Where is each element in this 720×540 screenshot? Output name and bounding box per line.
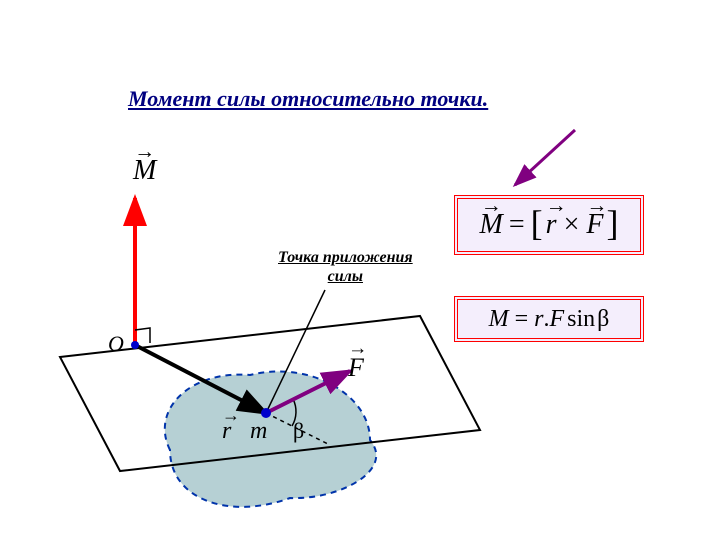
perp-mark [135, 328, 150, 343]
formula-cross-product: M = [ r × F ] [454, 195, 644, 255]
pointer-arrow [515, 130, 575, 185]
f2-sin: sin [567, 306, 595, 333]
f2-r: r [534, 306, 543, 333]
body-blob [165, 371, 376, 506]
f1-lhs: M [480, 209, 503, 241]
label-r-vector: r [222, 418, 231, 445]
f2-beta: β [597, 306, 609, 333]
label-m-vector: M [133, 155, 156, 187]
f1-r: r [546, 209, 557, 241]
force-application-label: Точка приложения силы [278, 248, 413, 286]
subtitle-line2: силы [328, 268, 363, 285]
formula-scalar: M = r . F sin β [454, 296, 644, 342]
f2-eq: = [515, 306, 529, 333]
mass-m-dot [261, 408, 271, 418]
f1-f: F [586, 209, 603, 241]
origin-o-dot [131, 341, 139, 349]
label-o: O [108, 331, 124, 357]
f1-lbr: [ [531, 202, 543, 244]
f1-eq: = [509, 209, 525, 241]
label-m: m [250, 418, 267, 445]
f2-F: F [549, 306, 564, 333]
label-beta: β [293, 418, 304, 444]
label-f-vector: F [348, 353, 364, 383]
subtitle-line1: Точка приложения [278, 249, 413, 266]
f2-lhs: M [489, 306, 509, 333]
f1-rbr: ] [606, 202, 618, 244]
